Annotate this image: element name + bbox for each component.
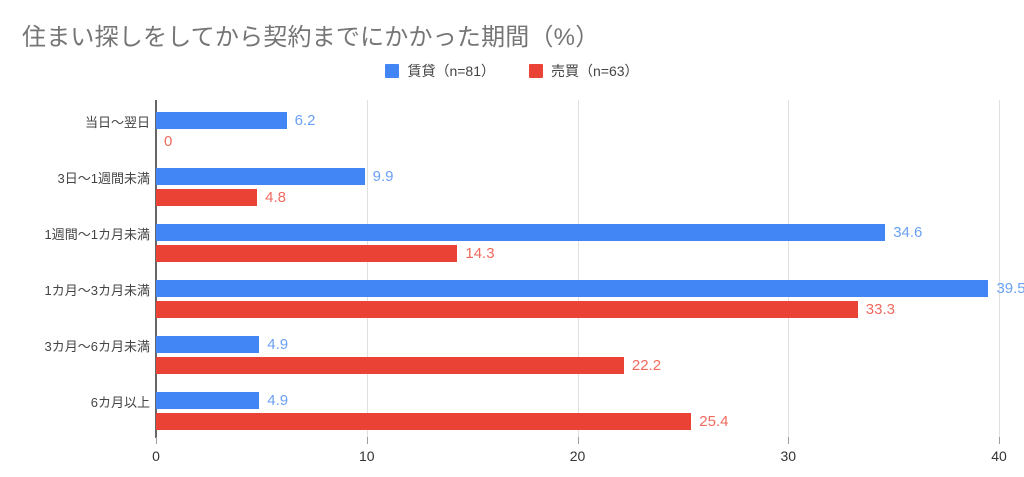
gridline-30 bbox=[788, 100, 790, 437]
x-tick-mark bbox=[577, 437, 579, 444]
bar-red[interactable] bbox=[156, 357, 624, 374]
bar-value-label: 4.9 bbox=[267, 392, 289, 409]
y-axis-label: 3カ月〜6カ月未満 bbox=[44, 339, 150, 354]
legend-label-buy: 売買（n=63） bbox=[551, 63, 639, 79]
x-tick-label: 40 bbox=[991, 448, 1007, 464]
gridlines bbox=[156, 100, 1000, 437]
x-axis: 0 10 20 30 40 bbox=[152, 437, 1007, 477]
chart-title: 住まい探しをしてから契約までにかかった期間（%） bbox=[22, 24, 600, 51]
x-tick-label: 0 bbox=[152, 448, 160, 464]
gridline-40 bbox=[999, 100, 1000, 437]
x-tick-label: 30 bbox=[780, 448, 797, 464]
legend-swatch-buy bbox=[529, 64, 543, 78]
bar-value-label: 9.9 bbox=[372, 168, 394, 185]
bar-value-label: 25.4 bbox=[699, 413, 729, 430]
bar-row: 4.9 25.4 bbox=[156, 392, 999, 430]
bar-blue[interactable] bbox=[156, 112, 287, 129]
bar-value-label: 0 bbox=[164, 133, 173, 150]
bar-red[interactable] bbox=[156, 245, 458, 262]
bar-row: 39.5 33.3 bbox=[156, 280, 1024, 318]
bar-blue[interactable] bbox=[156, 168, 365, 185]
bar-blue[interactable] bbox=[156, 392, 260, 409]
gridline-10 bbox=[366, 100, 368, 437]
x-tick-label: 10 bbox=[358, 448, 375, 464]
bar-value-label: 22.2 bbox=[631, 357, 662, 374]
bar-value-label: 4.9 bbox=[267, 336, 289, 353]
x-tick-mark bbox=[366, 437, 368, 444]
legend-item-rent[interactable]: 賃貸（n=81） bbox=[385, 61, 495, 81]
plot-area: 6.2 0 9.9 4.8 34.6 14.3 39.5 33.3 4.9 22.2 4.9 25.4 bbox=[156, 100, 1024, 437]
bar-value-label: 6.2 bbox=[294, 112, 316, 129]
y-axis-label: 当日〜翌日 bbox=[84, 115, 150, 130]
bar-blue[interactable] bbox=[156, 280, 989, 297]
bar-row: 4.9 22.2 bbox=[156, 336, 999, 374]
y-axis-label: 1カ月〜3カ月未満 bbox=[44, 283, 150, 298]
bar-row: 34.6 14.3 bbox=[156, 224, 999, 262]
y-axis-line bbox=[155, 100, 157, 438]
bar-row: 9.9 4.8 bbox=[156, 168, 999, 206]
y-axis-label: 6カ月以上 bbox=[90, 395, 150, 410]
bar-rows: 6.2 0 9.9 4.8 34.6 14.3 39.5 33.3 4.9 22.2 4.9 25.4 bbox=[156, 100, 1024, 437]
x-tick-mark bbox=[156, 437, 157, 444]
bar-value-label: 14.3 bbox=[465, 245, 495, 262]
y-axis-label: 3日〜1週間未満 bbox=[57, 171, 150, 186]
legend-label-rent: 賃貸（n=81） bbox=[407, 63, 495, 79]
x-tick-mark bbox=[788, 437, 790, 444]
x-tick-label: 20 bbox=[569, 448, 586, 464]
legend-swatch-rent bbox=[385, 64, 400, 78]
bar-blue[interactable] bbox=[156, 336, 260, 353]
bar-red[interactable] bbox=[156, 189, 258, 206]
y-axis-label: 1週間〜1カ月未満 bbox=[44, 227, 150, 242]
bar-value-label: 34.6 bbox=[893, 224, 923, 241]
bar-red[interactable] bbox=[156, 301, 858, 318]
bar-value-label: 4.8 bbox=[265, 189, 287, 206]
bar-value-label: 39.5 bbox=[996, 280, 1024, 297]
legend-item-buy[interactable]: 売買（n=63） bbox=[529, 61, 639, 81]
y-axis-category-labels: 当日〜翌日 3日〜1週間未満 1週間〜1カ月未満 1カ月〜3カ月未満 3カ月〜6カ月未満… bbox=[0, 100, 150, 437]
chart-legend: 賃貸（n=81） 売買（n=63） bbox=[0, 61, 1024, 81]
bar-red[interactable] bbox=[156, 413, 692, 430]
bar-row: 6.2 0 bbox=[156, 112, 999, 150]
gridline-20 bbox=[577, 100, 579, 437]
bar-blue[interactable] bbox=[156, 224, 886, 241]
x-tick-mark bbox=[999, 437, 1000, 444]
bar-value-label: 33.3 bbox=[865, 301, 895, 318]
